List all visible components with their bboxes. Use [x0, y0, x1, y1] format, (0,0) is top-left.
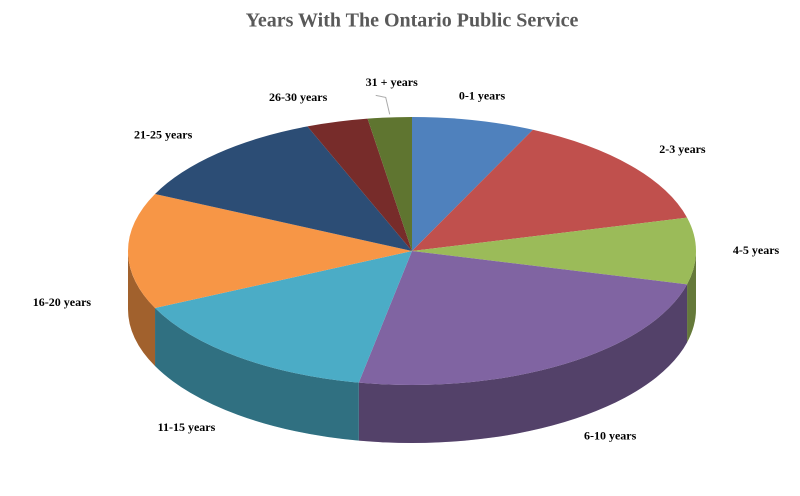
slice-side-shade — [155, 308, 359, 441]
slice-side — [687, 251, 696, 343]
slice — [412, 129, 688, 251]
slice — [155, 126, 412, 251]
slice — [307, 118, 412, 251]
data-label: 21-25 years — [134, 127, 193, 141]
slice — [128, 193, 413, 309]
data-label: 31 + years — [366, 75, 418, 89]
slice-side — [155, 308, 359, 441]
slice — [412, 217, 697, 285]
data-label: 26-30 years — [269, 90, 328, 104]
data-label: 0-1 years — [459, 88, 506, 102]
slice — [358, 251, 688, 385]
data-label: 11-15 years — [158, 420, 216, 434]
slice-side-shade — [687, 251, 696, 343]
slice — [367, 117, 412, 251]
slice-side-shade — [128, 251, 156, 367]
slice-side-shade — [358, 284, 688, 443]
data-label: 16-20 years — [33, 295, 92, 309]
slice — [155, 251, 412, 383]
slice-side — [128, 251, 156, 367]
data-label: 2-3 years — [659, 142, 706, 156]
slice — [412, 117, 533, 251]
leader-line — [375, 94, 391, 115]
chart-title: Years With The Ontario Public Service — [246, 10, 579, 32]
slice-side — [358, 284, 688, 443]
data-label: 6-10 years — [584, 428, 637, 442]
data-label: 4-5 years — [733, 243, 780, 257]
